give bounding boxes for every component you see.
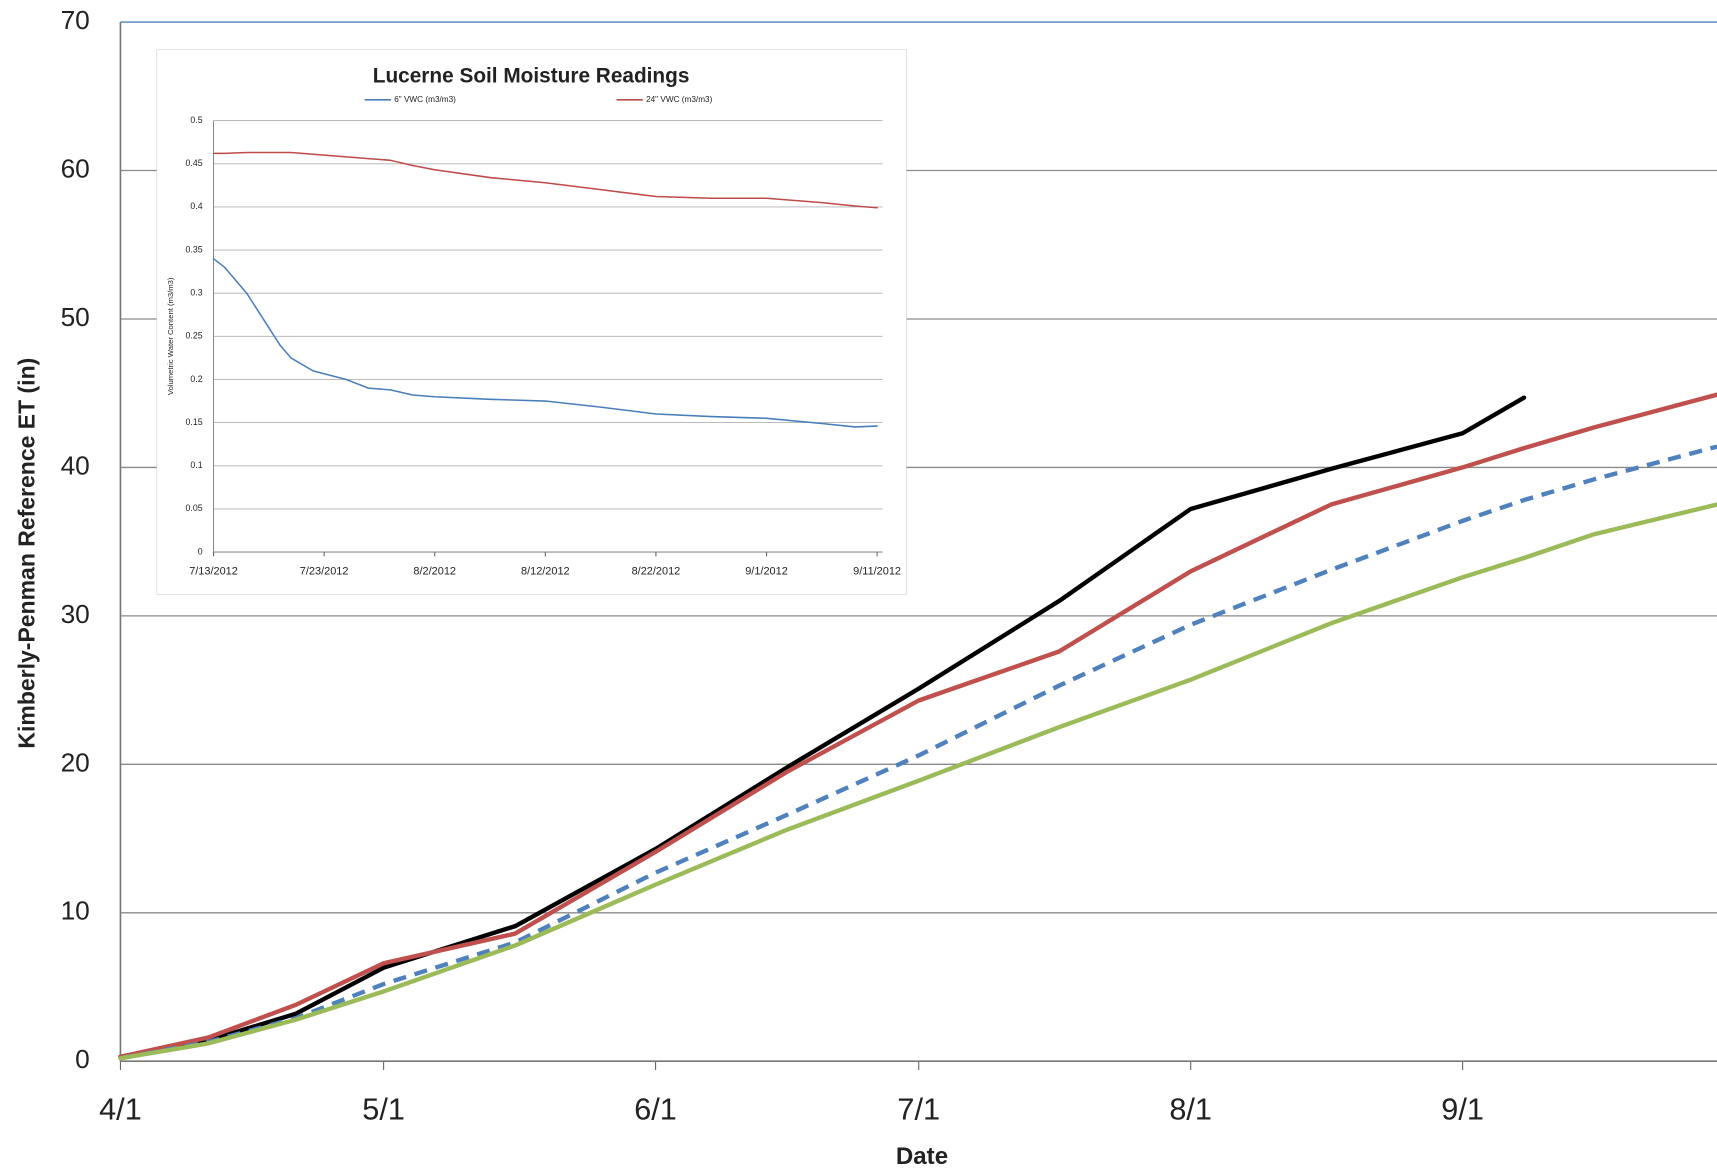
y-axis-title: Kimberly-Penman Reference ET (in) bbox=[14, 358, 40, 749]
series-line bbox=[212, 257, 878, 428]
y-tick-label: 0.15 bbox=[186, 417, 203, 427]
x-tick-label: 7/1 bbox=[897, 1093, 940, 1127]
x-tick-label: 6/1 bbox=[634, 1093, 677, 1127]
y-tick-label: 30 bbox=[61, 599, 90, 629]
series-line bbox=[212, 151, 878, 209]
series-line bbox=[120, 444, 1717, 1061]
y-axis-title: Volumetric Water Content (m3/m3) bbox=[166, 277, 175, 395]
legend-label: 24" VWC (m3/m3) bbox=[646, 95, 713, 104]
series-line bbox=[118, 392, 1717, 1059]
y-tick-label: 0.2 bbox=[190, 374, 202, 384]
x-tick-label: 8/2/2012 bbox=[413, 566, 456, 578]
y-tick-label: 0 bbox=[75, 1044, 90, 1074]
x-tick-label: 4/1 bbox=[99, 1093, 142, 1127]
x-tick-label: 5/1 bbox=[362, 1093, 405, 1127]
y-tick-label: 0.45 bbox=[186, 158, 203, 168]
legend-label: 6" VWC (m3/m3) bbox=[394, 95, 456, 104]
y-tick-label: 20 bbox=[61, 747, 90, 777]
x-tick-label: 7/23/2012 bbox=[300, 566, 349, 578]
y-tick-label: 0.35 bbox=[186, 244, 203, 254]
x-tick-label: 9/11/2012 bbox=[853, 566, 901, 578]
y-tick-label: 70 bbox=[61, 5, 90, 35]
y-tick-label: 0.25 bbox=[186, 331, 203, 341]
x-tick-label: 7/13/2012 bbox=[189, 566, 238, 578]
inset-chart: 0 0.05 0.1 0.15 0.2 0.25 0.3 0.35 0.4 0.45 0.5 7/13… bbox=[156, 49, 907, 595]
y-tick-label: 0 bbox=[198, 546, 203, 556]
y-tick-label: 0.1 bbox=[190, 460, 202, 470]
chart-title: Lucerne Soil Moisture Readings bbox=[373, 64, 690, 87]
x-tick-label: 9/1 bbox=[1441, 1093, 1484, 1127]
x-tick-label: 9/1/2012 bbox=[745, 566, 788, 578]
y-tick-label: 0.3 bbox=[190, 288, 202, 298]
series-line bbox=[118, 502, 1717, 1061]
series-line bbox=[118, 395, 1527, 1059]
x-tick-label: 8/12/2012 bbox=[521, 566, 570, 578]
y-tick-label: 40 bbox=[61, 450, 90, 480]
y-tick-label: 50 bbox=[61, 302, 90, 332]
x-tick-label: 8/1 bbox=[1169, 1093, 1212, 1127]
y-tick-label: 0.5 bbox=[190, 115, 202, 125]
y-tick-label: 60 bbox=[61, 153, 90, 183]
y-tick-label: 0.4 bbox=[190, 201, 202, 211]
x-axis-title: Date bbox=[896, 1143, 948, 1170]
y-tick-label: 0.05 bbox=[186, 503, 203, 513]
inset-frame bbox=[156, 49, 907, 595]
y-tick-label: 10 bbox=[61, 896, 90, 926]
x-tick-label: 8/22/2012 bbox=[632, 566, 681, 578]
